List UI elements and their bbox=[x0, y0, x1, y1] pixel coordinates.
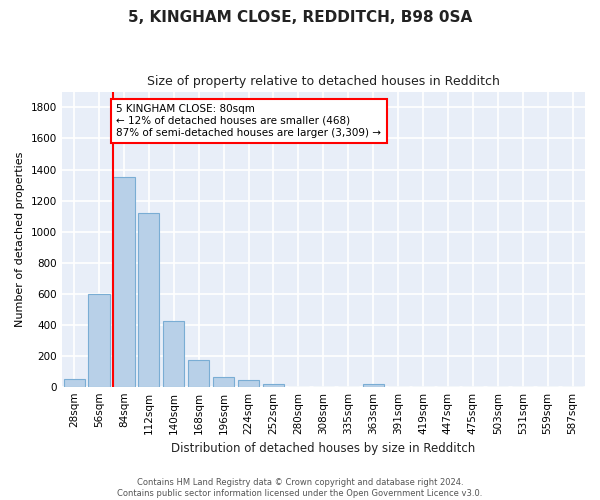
Bar bbox=[138, 213, 160, 386]
Bar bbox=[188, 360, 209, 386]
Bar bbox=[88, 294, 110, 386]
Bar bbox=[362, 384, 384, 386]
Bar bbox=[213, 378, 234, 386]
Title: Size of property relative to detached houses in Redditch: Size of property relative to detached ho… bbox=[147, 75, 500, 88]
Y-axis label: Number of detached properties: Number of detached properties bbox=[15, 152, 25, 327]
Text: 5, KINGHAM CLOSE, REDDITCH, B98 0SA: 5, KINGHAM CLOSE, REDDITCH, B98 0SA bbox=[128, 10, 472, 25]
Bar bbox=[263, 384, 284, 386]
Bar bbox=[113, 178, 134, 386]
Bar bbox=[64, 379, 85, 386]
Text: Contains HM Land Registry data © Crown copyright and database right 2024.
Contai: Contains HM Land Registry data © Crown c… bbox=[118, 478, 482, 498]
Bar bbox=[163, 321, 184, 386]
Text: 5 KINGHAM CLOSE: 80sqm
← 12% of detached houses are smaller (468)
87% of semi-de: 5 KINGHAM CLOSE: 80sqm ← 12% of detached… bbox=[116, 104, 382, 138]
Bar bbox=[238, 380, 259, 386]
X-axis label: Distribution of detached houses by size in Redditch: Distribution of detached houses by size … bbox=[171, 442, 475, 455]
